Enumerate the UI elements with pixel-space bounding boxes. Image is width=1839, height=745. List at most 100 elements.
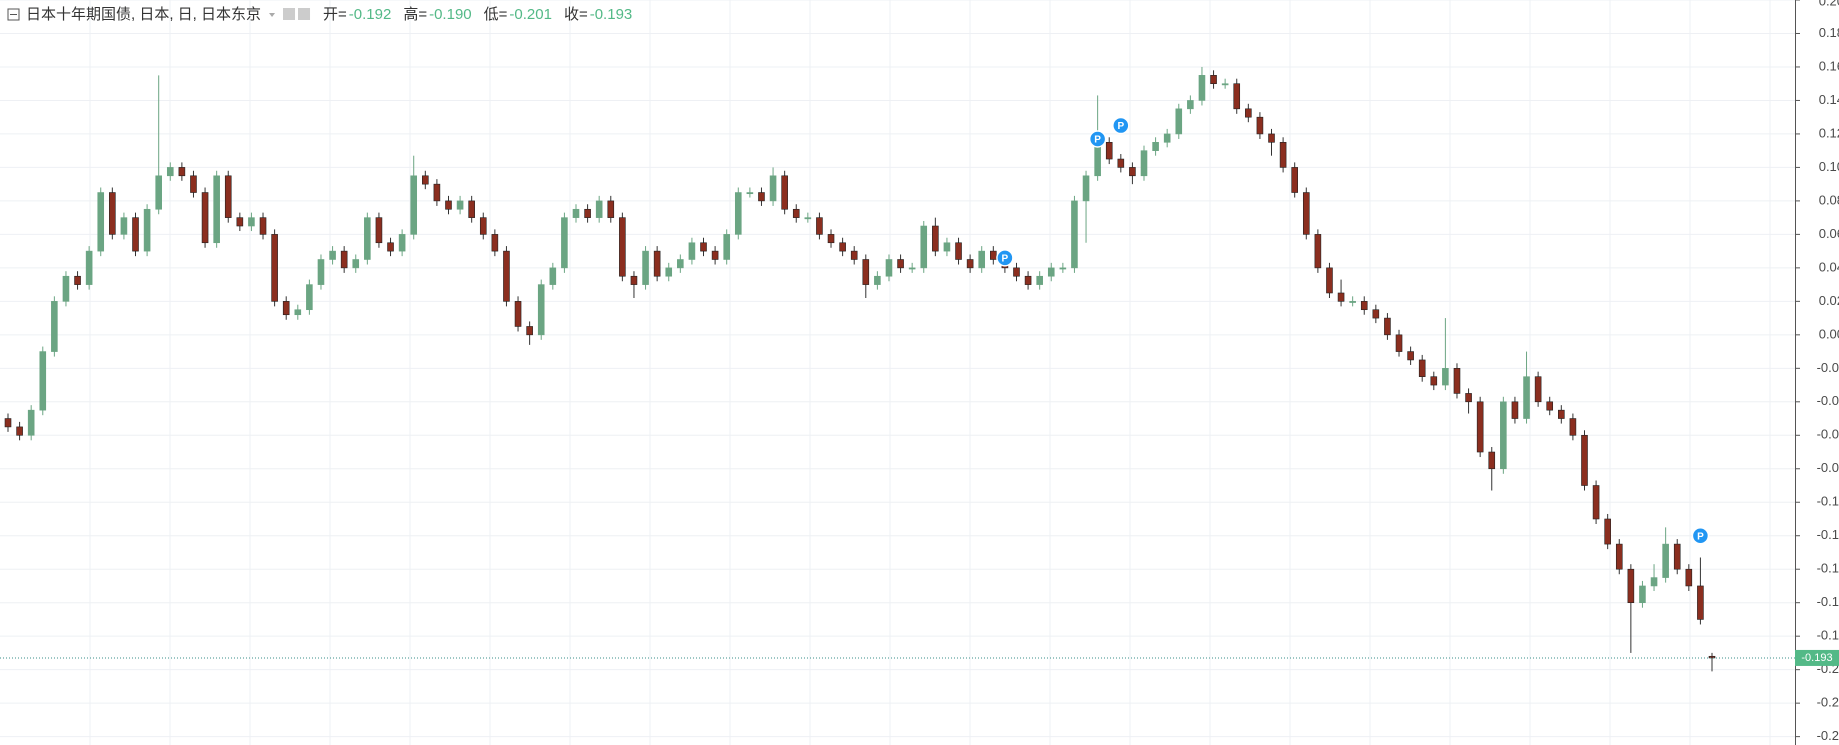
candle-body [1395, 334, 1403, 352]
candle-body [1708, 655, 1716, 659]
candle-body [746, 192, 754, 195]
legend-header: 日本十年期国债, 日本, 日, 日本东京 开= -0.192 高= -0.190 低= -… [7, 6, 632, 23]
candle-body [1071, 200, 1078, 269]
candle-body [1500, 401, 1507, 470]
event-marker [996, 249, 1014, 267]
candle-body [642, 250, 649, 285]
candle-body [1697, 585, 1704, 620]
candle-body [1013, 267, 1020, 277]
y-tick-label: 0.180 [1819, 25, 1839, 40]
candle-body [282, 301, 290, 316]
candle-body [1059, 267, 1067, 270]
last-price-label: -0.193 [1801, 652, 1832, 664]
candle-body [1627, 568, 1635, 603]
candle-body [1187, 100, 1194, 110]
candle-body [700, 242, 707, 252]
event-marker-label: P [1117, 121, 1124, 132]
candle-body [688, 242, 696, 260]
y-tick-label: -0.220 [1817, 695, 1839, 710]
candle-body [456, 200, 464, 210]
candle-body [375, 217, 383, 244]
candle-body [990, 250, 997, 260]
candle-body [1279, 142, 1287, 168]
candle-body [398, 234, 406, 252]
candle-body [862, 259, 870, 285]
candle-body [306, 284, 313, 311]
candle-body [109, 192, 116, 235]
y-tick-label: -0.020 [1817, 360, 1839, 375]
candle-body [4, 418, 12, 428]
candle-body [908, 267, 916, 270]
candle-body [943, 242, 951, 252]
candle-body [1152, 142, 1159, 151]
y-tick-label: -0.120 [1817, 527, 1839, 542]
candle-body [1129, 167, 1136, 177]
candle-body [897, 259, 904, 269]
event-marker-label: P [1094, 135, 1101, 146]
candle-body [1581, 434, 1588, 486]
candle-body [85, 250, 93, 285]
candle-body [248, 217, 255, 227]
candle-body [932, 225, 939, 252]
candle-body [781, 175, 788, 210]
candle-body [352, 259, 360, 269]
y-tick-label: 0.020 [1819, 293, 1839, 308]
candle-body [1163, 133, 1171, 143]
candle-body [340, 250, 348, 269]
candle-body [1407, 351, 1414, 361]
candle-body [236, 217, 244, 227]
candle-body [1036, 275, 1043, 285]
candle-body [804, 217, 812, 220]
candle-body [317, 259, 325, 285]
event-marker-label: P [1002, 253, 1009, 264]
candle-body [955, 242, 962, 260]
candle-body [978, 250, 986, 269]
legend-key: 收= [564, 6, 588, 23]
candle-body [1245, 108, 1252, 118]
candle-body [190, 175, 197, 193]
candle-body [1650, 577, 1658, 587]
candle-body [1198, 75, 1206, 101]
candle-body [422, 175, 429, 185]
candle-body [479, 217, 487, 235]
candle-body [514, 301, 522, 327]
candle-body [155, 175, 162, 210]
candle-body [653, 250, 661, 277]
candle-body [1082, 175, 1090, 202]
candle-body [1476, 401, 1484, 453]
y-axis: 0.200 0.180 0.160 0.140 0.120 0.100 0.080 0.060… [1795, 0, 1839, 743]
candle-body [607, 200, 615, 218]
candle-body [1233, 83, 1241, 110]
candle-body [1175, 108, 1183, 135]
candle-body [39, 351, 47, 411]
candle-body [433, 183, 441, 202]
y-tick-label: 0.160 [1819, 58, 1839, 73]
candle-body [1256, 116, 1264, 135]
collapse-icon[interactable] [7, 8, 20, 21]
candle-body [595, 200, 603, 218]
event-marker [1112, 116, 1130, 135]
candle-body [1314, 234, 1322, 269]
legend-value: -0.192 [349, 6, 392, 23]
y-tick-label: -0.080 [1817, 460, 1839, 475]
y-tick-label: -0.060 [1817, 427, 1839, 442]
candle-body [51, 301, 58, 352]
event-marker-label: P [1697, 531, 1704, 542]
candle-body [920, 225, 928, 269]
candle-body [1604, 518, 1611, 545]
candle-body [874, 275, 881, 285]
candle-body [1592, 485, 1600, 520]
grid [0, 0, 1795, 745]
candle-body [201, 192, 209, 244]
y-tick-label: 0.000 [1819, 326, 1839, 341]
candle-body [271, 234, 278, 302]
candle-body [769, 175, 777, 202]
candle-body [1558, 409, 1565, 419]
candle-body [213, 175, 220, 244]
y-tick-label: 0.040 [1819, 259, 1839, 274]
candle-body [1615, 543, 1623, 570]
y-tick-label: 0.200 [1819, 0, 1839, 8]
candle-body [758, 192, 765, 202]
candle-body [27, 409, 35, 436]
